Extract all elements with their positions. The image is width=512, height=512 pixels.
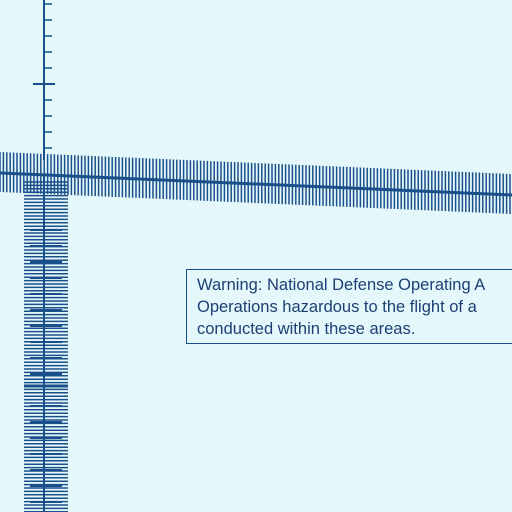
warning-line-1: Warning: National Defense Operating A [197,276,486,294]
meridian-tick-line [33,0,55,160]
warning-line-2: Operations hazardous to the flight of a [197,298,477,316]
restricted-area-boundary-vertical [24,175,68,512]
warning-notice-text: Warning: National Defense Operating A Op… [197,274,485,340]
boundary-line [0,171,512,197]
warning-line-3: conducted within these areas. [197,320,416,338]
restricted-area-boundary [0,152,512,214]
warning-notice-box: Warning: National Defense Operating A Op… [186,269,512,344]
